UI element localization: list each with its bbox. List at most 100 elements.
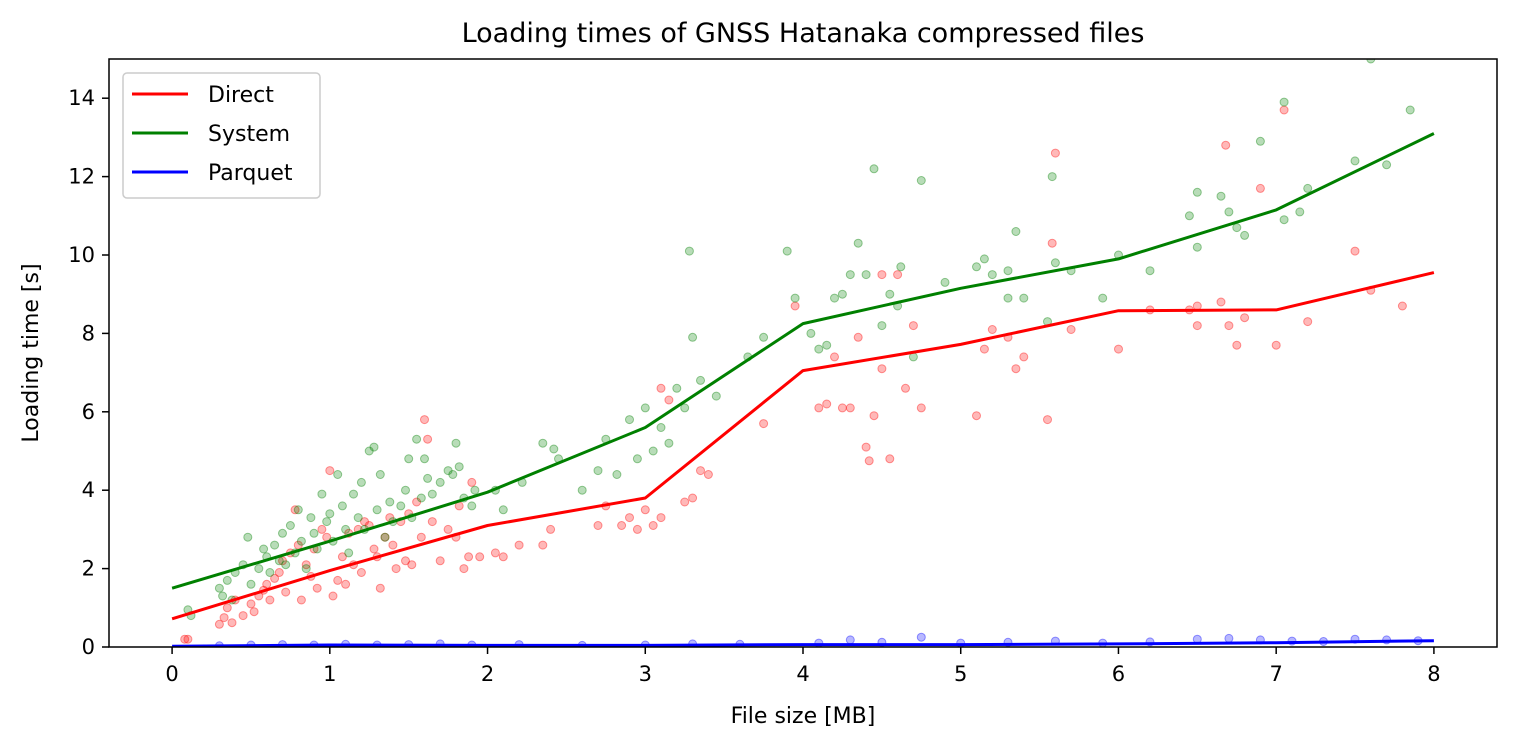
scatter-point <box>333 575 343 585</box>
scatter-point <box>328 591 338 601</box>
scatter-point <box>451 438 461 448</box>
scatter-point <box>349 489 358 499</box>
scatter-point <box>416 493 426 503</box>
chart-title: Loading times of GNSS Hatanaka compresse… <box>462 18 1145 49</box>
scatter-point <box>612 470 622 479</box>
scatter-point <box>790 301 800 311</box>
scatter-point <box>396 501 406 511</box>
scatter-point <box>301 560 311 570</box>
scatter-point <box>1050 258 1060 268</box>
scatter-point <box>356 477 366 487</box>
scatter-point <box>218 591 228 601</box>
scatter-point <box>1295 207 1305 217</box>
scatter-point <box>278 528 287 538</box>
scatter-point <box>538 540 548 550</box>
scatter-point <box>1224 633 1234 643</box>
scatter-point <box>987 270 997 280</box>
scatter-point <box>1350 156 1360 166</box>
scatter-point <box>1011 227 1021 236</box>
x-axis-label: File size [MB] <box>731 704 876 729</box>
scatter-point <box>893 270 903 280</box>
scatter-point <box>296 595 306 605</box>
scatter-point <box>498 552 508 562</box>
scatter-point <box>1279 97 1289 107</box>
scatter-point <box>640 505 650 515</box>
scatter-point <box>861 270 871 280</box>
scatter-point <box>1240 230 1250 240</box>
scatter-point <box>546 524 556 534</box>
scatter-point <box>861 442 871 452</box>
legend-entry-parquet: Parquet <box>208 161 293 186</box>
scatter-point <box>227 618 237 628</box>
scatter-point <box>1066 325 1076 334</box>
scatter-point <box>979 254 989 264</box>
scatter-point <box>759 332 769 342</box>
scatter-point <box>593 521 603 530</box>
scatter-point <box>1224 321 1234 331</box>
scatter-point <box>1232 223 1242 233</box>
scatter-point <box>830 352 839 362</box>
series-line-parquet <box>172 639 1434 647</box>
scatter-point <box>1192 187 1202 197</box>
scatter-point <box>375 470 385 479</box>
scatter-point <box>317 524 327 534</box>
scatter-point <box>759 419 769 429</box>
scatter-point <box>254 564 264 574</box>
scatter-point <box>790 293 800 303</box>
scatter-point <box>593 466 603 476</box>
scatter-point <box>443 466 453 476</box>
legend-entry-direct: Direct <box>208 83 274 108</box>
scatter-point <box>1303 317 1313 327</box>
scatter-group-direct <box>180 105 1407 644</box>
scatter-point <box>822 340 832 350</box>
scatter-point <box>869 164 879 174</box>
scatter-point <box>238 611 248 621</box>
scatter-point <box>1221 140 1231 150</box>
scatter-point <box>459 564 469 574</box>
scatter-point <box>364 446 374 456</box>
scatter-point <box>577 485 587 495</box>
scatter-point <box>1279 105 1289 115</box>
scatter-point <box>265 568 275 577</box>
scatter-point <box>1192 321 1202 331</box>
scatter-point <box>312 583 322 593</box>
scatter-point <box>270 540 280 550</box>
scatter-point <box>916 403 926 413</box>
scatter-point <box>404 454 414 464</box>
scatter-point <box>306 513 316 523</box>
scatter-point <box>448 470 458 479</box>
scatter-point <box>309 528 319 538</box>
scatter-point <box>972 411 981 421</box>
y-tick-label: 4 <box>82 478 95 502</box>
scatter-point <box>632 454 642 464</box>
scatter-point <box>688 493 698 503</box>
scatter-point <box>625 415 634 425</box>
scatter-point <box>830 293 839 303</box>
scatter-point <box>1240 313 1250 323</box>
scatter-point <box>1255 183 1265 193</box>
legend-entry-system: System <box>208 122 290 147</box>
scatter-point <box>222 603 232 613</box>
x-tick-label: 0 <box>165 662 178 686</box>
scatter-point <box>412 434 422 444</box>
scatter-point <box>877 321 887 331</box>
scatter-point <box>1216 191 1226 201</box>
scatter-point <box>401 556 410 566</box>
scatter-point <box>467 477 477 487</box>
scatter-point <box>262 579 272 589</box>
scatter-point <box>1047 172 1057 182</box>
scatter-point <box>1098 293 1108 303</box>
x-tick-label: 2 <box>481 662 494 686</box>
scatter-point <box>317 489 327 499</box>
x-tick-label: 5 <box>954 662 967 686</box>
scatter-point <box>972 262 981 272</box>
scatter-point <box>940 277 950 287</box>
scatter-group-system <box>183 59 1415 621</box>
scatter-point <box>885 454 895 464</box>
x-tick-label: 6 <box>1112 662 1125 686</box>
scatter-point <box>180 634 190 644</box>
scatter-point <box>243 532 253 542</box>
scatter-point <box>640 403 650 413</box>
scatter-point <box>337 552 347 562</box>
scatter-point <box>1043 415 1052 425</box>
